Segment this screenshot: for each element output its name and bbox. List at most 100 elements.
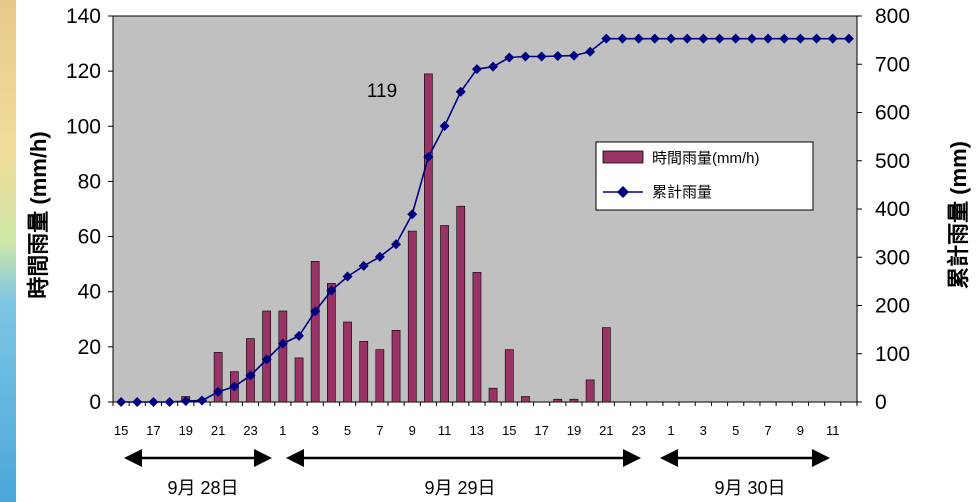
x-tick-label: 17: [534, 423, 548, 438]
cumulative-point: [471, 64, 482, 75]
peak-annotation: 119: [367, 81, 397, 102]
hourly-bar: [504, 349, 514, 403]
cumulative-point: [116, 397, 127, 407]
cumulative-point: [585, 46, 596, 57]
right-tick-label: 300: [875, 246, 910, 269]
x-tick-label: 11: [438, 423, 452, 438]
left-tick-label: 20: [78, 336, 101, 359]
cumulative-rainfall-line: [116, 33, 854, 407]
hourly-bar: [310, 261, 320, 403]
cumulative-point: [261, 354, 272, 365]
x-tick-label: 9: [797, 423, 804, 438]
left-tick-label: 60: [78, 226, 101, 249]
hourly-bar: [278, 310, 288, 403]
x-tick-label: 11: [826, 423, 840, 438]
hourly-bar: [456, 205, 466, 403]
date-label-28: 9月 28日: [167, 478, 238, 498]
right-tick-label: 700: [875, 53, 910, 76]
hourly-bar: [521, 396, 530, 403]
left-tick-label: 0: [89, 391, 101, 414]
cumulative-point: [245, 370, 256, 381]
left-tick-label: 120: [66, 60, 101, 83]
hourly-bar: [569, 398, 579, 403]
cumulative-point: [180, 396, 191, 407]
x-tick-label: 5: [732, 423, 739, 438]
x-tick-label: 19: [567, 423, 581, 438]
cumulative-point: [649, 33, 660, 44]
cumulative-point: [730, 33, 741, 44]
cumulative-point: [746, 33, 757, 44]
x-tick-label: 7: [376, 423, 383, 438]
cumulative-point: [196, 395, 207, 406]
left-tick-label: 80: [78, 170, 101, 193]
cumulative-point: [811, 33, 822, 44]
hourly-bar: [213, 352, 223, 403]
date-arrow-head-left: [286, 449, 304, 467]
cumulative-point: [682, 33, 693, 44]
x-tick-label: 3: [700, 423, 707, 438]
right-tick-label: 400: [875, 198, 910, 221]
cumulative-point: [779, 33, 790, 44]
date-range-arrows: [124, 449, 830, 467]
x-tick-label: 13: [470, 423, 484, 438]
cumulative-point: [827, 33, 838, 44]
date-arrow-head-right: [812, 449, 830, 467]
x-tick-label: 19: [179, 423, 193, 438]
cumulative-point: [326, 285, 337, 296]
cumulative-point: [455, 86, 466, 97]
legend-bar-swatch: [602, 150, 644, 164]
x-tick-label: 15: [114, 423, 128, 438]
x-tick-label: 3: [312, 423, 319, 438]
cumulative-point: [229, 381, 240, 392]
cumulative-point: [714, 33, 725, 44]
hourly-bar: [326, 283, 336, 403]
x-tick-label: 21: [211, 423, 225, 438]
cumulative-point: [698, 33, 709, 44]
cumulative-point: [568, 50, 579, 61]
hourly-bar: [391, 329, 401, 403]
right-tick-label: 0: [875, 391, 887, 414]
date-label-30: 9月 30日: [714, 478, 785, 498]
hourly-bar: [407, 230, 417, 403]
date-arrow-head-right: [254, 449, 272, 467]
hourly-bar: [440, 225, 449, 403]
cumulative-point: [294, 330, 304, 341]
cumulative-point: [132, 397, 143, 407]
hourly-bar: [488, 387, 498, 403]
right-tick-label: 600: [875, 102, 910, 125]
hourly-bar: [553, 398, 563, 403]
date-arrow-head-left: [124, 449, 142, 467]
hourly-bar: [246, 338, 255, 403]
cumulative-point: [795, 33, 806, 44]
date-label-29: 9月 29日: [424, 478, 495, 498]
cumulative-point: [633, 33, 644, 44]
cumulative-point: [358, 260, 369, 271]
right-axis-ticks: 0 100 200 300 400 500 600 700 800: [857, 5, 910, 414]
date-arrow-head-left: [660, 449, 678, 467]
cumulative-point: [148, 397, 159, 407]
cumulative-point: [520, 51, 531, 62]
hourly-bar: [359, 340, 369, 403]
x-tick-label: 15: [502, 423, 516, 438]
legend-line-marker: [617, 186, 629, 198]
right-tick-label: 200: [875, 295, 910, 318]
cumulative-point: [666, 33, 676, 44]
date-arrow-head-right: [623, 449, 641, 467]
legend-hourly-label: 時間雨量(mm/h): [652, 150, 760, 167]
x-tick-label: 9: [409, 423, 416, 438]
cumulative-point: [391, 239, 402, 250]
cumulative-point: [504, 52, 515, 63]
right-tick-label: 100: [875, 343, 910, 366]
right-axis-title: 累計雨量 (mm): [946, 141, 971, 289]
x-tick-label: 21: [599, 423, 613, 438]
cumulative-point: [617, 33, 628, 44]
hourly-bar: [375, 349, 385, 403]
left-tick-label: 40: [78, 281, 101, 304]
cumulative-point: [843, 33, 854, 44]
left-tick-label: 100: [66, 115, 101, 138]
cumulative-point: [374, 251, 385, 262]
cumulative-point: [601, 33, 612, 44]
left-axis-title: 時間雨量 (mm/h): [26, 131, 51, 298]
cumulative-point: [407, 209, 418, 220]
